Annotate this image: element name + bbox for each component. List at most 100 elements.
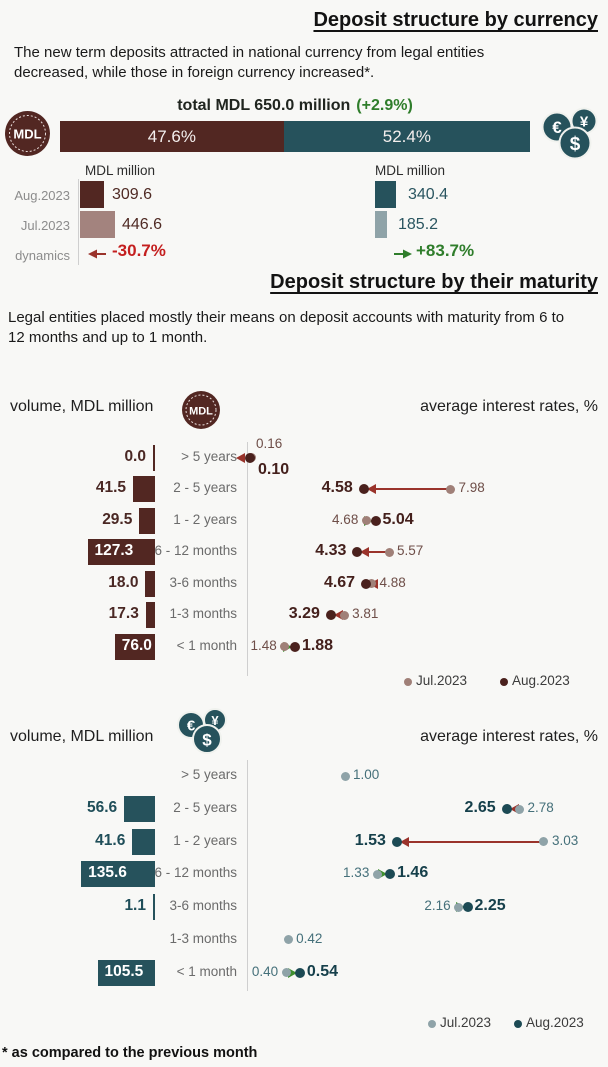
jul-rate-value: 1.00	[353, 767, 380, 783]
national-jul-value: 446.6	[122, 216, 163, 233]
aug-rate-dot	[289, 641, 300, 652]
aug-rate-value: 2.25	[474, 897, 506, 915]
legend-aug-label: Aug.2023	[526, 1015, 584, 1030]
decrease-arrow-icon	[236, 452, 245, 463]
maturity-section-title: Deposit structure by their maturity	[270, 271, 598, 293]
national-unit-header: MDL million	[85, 163, 156, 178]
aug-rate-value: 1.88	[301, 636, 334, 654]
fx-rates-axis-title: average interest rates, %	[420, 728, 598, 745]
jul-rate-value: 3.81	[352, 606, 379, 622]
volume-bar	[114, 633, 155, 660]
aug-rate-value: 4.33	[315, 542, 347, 560]
increase-arrow-icon	[287, 967, 297, 978]
row-label-jul2023: Jul.2023	[20, 218, 70, 233]
category-label: 1 - 2 years	[173, 832, 237, 848]
volume-bar	[87, 539, 155, 566]
aug-rate-value: 0.10	[258, 460, 290, 478]
category-label: 3-6 months	[169, 574, 237, 590]
national-currency-share-segment: 47.6%	[60, 121, 284, 152]
volume-bar	[133, 476, 155, 503]
category-label: < 1 month	[176, 963, 237, 979]
aug-rate-value: 0.54	[306, 962, 339, 980]
foreign-currency-share-segment: 52.4%	[283, 121, 530, 152]
category-label: 6 - 12 months	[154, 865, 237, 881]
jul-rate-dot	[361, 516, 371, 526]
decrease-arrow-icon	[333, 610, 343, 621]
volume-bar	[153, 894, 155, 921]
aug-rate-dot	[501, 804, 512, 815]
mdl-coin-icon: MDL	[5, 111, 50, 156]
jul-rate-value: 3.03	[551, 832, 579, 848]
mdl-rates-axis	[247, 442, 248, 676]
legend-jul-dot	[428, 1020, 436, 1028]
row-label-aug2023: Aug.2023	[14, 188, 70, 203]
footnote: * as compared to the previous month	[2, 1045, 258, 1061]
foreign-jul-bar	[375, 211, 387, 238]
national-mini-axis	[78, 179, 79, 265]
legend-aug-label: Aug.2023	[512, 673, 570, 688]
category-label: 6 - 12 months	[154, 543, 237, 559]
jul-rate-value: 1.48	[250, 637, 277, 653]
category-label: 1 - 2 years	[173, 511, 237, 527]
jul-rate-dot	[454, 902, 464, 912]
svg-text:€: €	[552, 118, 562, 137]
aug-rate-dot	[244, 452, 255, 463]
fx-maturity-chart: > 5 years 1.00 2 - 5 years 56.6 2.65 2.78 1 - …	[0, 760, 608, 991]
legend-aug-dot	[500, 678, 508, 686]
volume-bar	[139, 507, 155, 534]
category-label: 1-3 months	[169, 930, 237, 946]
jul-rate-dot	[445, 484, 455, 494]
legend-jul-label: Jul.2023	[440, 1015, 492, 1030]
foreign-coins-small-icon: € ¥ $	[177, 708, 227, 754]
aug-rate-dot	[385, 869, 396, 880]
volume-bar	[145, 570, 155, 597]
decrease-arrow-icon	[88, 249, 106, 259]
jul-rate-dot	[514, 804, 524, 814]
decrease-arrow-line	[374, 488, 448, 491]
aug-rate-value: 4.58	[321, 479, 353, 497]
aug-rate-dot	[325, 610, 336, 621]
mdl-coin-small-icon: MDL	[182, 391, 220, 429]
legend-jul-dot	[404, 678, 412, 686]
category-label: > 5 years	[181, 767, 237, 783]
total-deposits-bar: total MDL 650.0 million (+2.9%)	[60, 90, 530, 121]
aug-rate-dot	[352, 547, 363, 558]
volume-value: 135.6	[88, 864, 127, 882]
aug-rate-dot	[462, 902, 473, 913]
jul-rate-dot	[539, 837, 549, 847]
foreign-share-label: 52.4%	[382, 126, 431, 146]
svg-text:$: $	[202, 731, 212, 750]
jul-rate-value: 0.42	[296, 930, 323, 946]
decrease-arrow-icon	[366, 484, 376, 495]
jul-rate-value: 4.68	[332, 511, 359, 527]
volume-value: 105.5	[104, 962, 144, 980]
volume-bar	[153, 444, 155, 471]
increase-arrow-icon	[394, 249, 412, 259]
increase-arrow-icon	[378, 869, 388, 880]
jul-rate-dot	[281, 968, 291, 978]
mdl-rates-axis-title: average interest rates, %	[420, 398, 598, 415]
category-label: 1-3 months	[169, 606, 237, 622]
mdl-maturity-chart: > 5 years 0.0 0.16 0.10 2 - 5 years 41.5 4.58 7…	[0, 436, 608, 674]
jul-rate-dot	[339, 610, 349, 620]
maturity-section-intro: Legal entities placed mostly their means…	[8, 309, 565, 346]
aug-rate-value: 4.67	[323, 573, 356, 591]
svg-text:€: €	[187, 718, 196, 735]
aug-rate-dot	[391, 836, 402, 847]
category-label: 2 - 5 years	[173, 800, 237, 816]
jul-rate-dot	[340, 771, 350, 781]
volume-value: 56.6	[86, 799, 118, 817]
foreign-unit-header: MDL million	[375, 163, 446, 178]
decrease-arrow-icon	[399, 836, 409, 847]
mdl-volume-axis-title: volume, MDL million	[10, 398, 154, 415]
national-aug-bar	[80, 181, 105, 208]
volume-bar	[132, 828, 155, 855]
jul-rate-value: 5.57	[397, 543, 424, 559]
jul-rate-value: 4.88	[379, 574, 406, 590]
jul-rate-dot	[384, 547, 394, 557]
legend-jul-label: Jul.2023	[416, 673, 468, 688]
decrease-arrow-icon	[509, 804, 519, 815]
currency-section-title: Deposit structure by currency	[313, 9, 598, 31]
volume-value: 41.5	[95, 479, 126, 497]
